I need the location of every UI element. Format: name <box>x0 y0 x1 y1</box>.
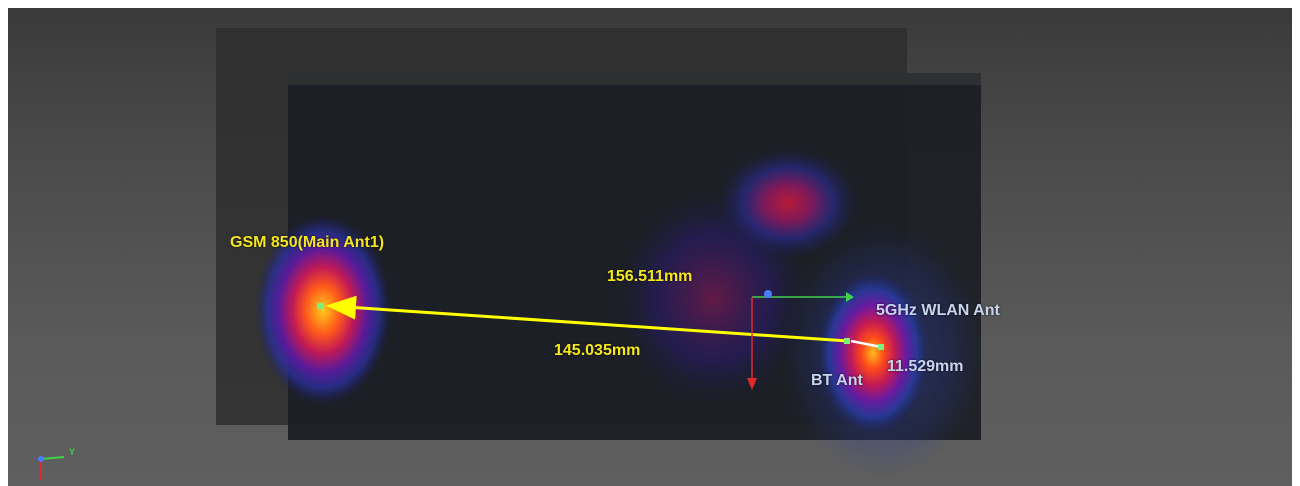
bt-marker[interactable] <box>844 338 850 344</box>
measure-line-11 <box>850 339 882 349</box>
wlan-marker[interactable] <box>878 344 884 350</box>
gsm-marker[interactable] <box>317 303 323 309</box>
measure-line-145 <box>326 295 849 343</box>
wlan-antenna-label: 5GHz WLAN Ant <box>876 302 1000 319</box>
3d-viewport[interactable]: GSM 850(Main Ant1) 156.511mm 145.035mm 5… <box>8 8 1292 486</box>
distance-label-145: 145.035mm <box>554 342 641 359</box>
scene-canvas <box>38 28 983 480</box>
bt-antenna-label: BT Ant <box>811 372 863 389</box>
wlan-bt-hotspot <box>818 273 928 433</box>
distance-label-11: 11.529mm <box>887 358 964 375</box>
gsm-hotspot <box>255 215 391 405</box>
triad-y-axis <box>40 456 65 460</box>
distance-label-156: 156.511mm <box>607 268 693 285</box>
triad-origin <box>38 456 44 462</box>
gsm-antenna-label: GSM 850(Main Ant1) <box>230 234 385 251</box>
top-hotspot <box>718 148 858 258</box>
gizmo-origin[interactable] <box>764 290 772 298</box>
gizmo-z-arrow <box>747 378 757 390</box>
triad-y-label: Y <box>69 447 76 457</box>
pcb-front-plane-edge <box>288 73 981 85</box>
gizmo-x-arrow <box>846 292 854 302</box>
